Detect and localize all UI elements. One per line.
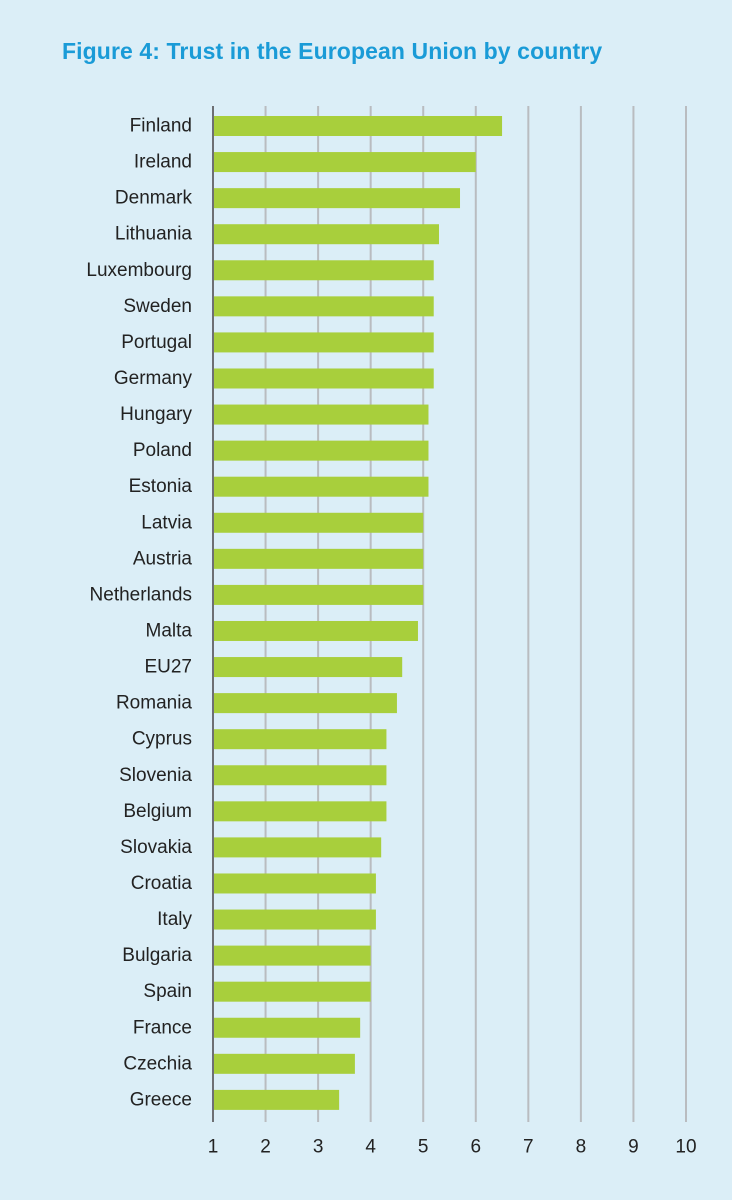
bar-latvia: [213, 512, 424, 533]
category-label-austria: Austria: [133, 548, 193, 569]
x-tick-label-9: 9: [628, 1137, 639, 1158]
bar-luxembourg: [213, 260, 434, 281]
bar-romania: [213, 693, 397, 714]
category-label-poland: Poland: [133, 440, 192, 461]
category-label-latvia: Latvia: [141, 512, 192, 533]
category-label-belgium: Belgium: [123, 801, 192, 822]
bar-spain: [213, 981, 371, 1002]
chart-title: Figure 4: Trust in the European Union by…: [62, 38, 603, 64]
bar-sweden: [213, 296, 434, 317]
bars: [213, 116, 503, 1110]
category-label-lithuania: Lithuania: [115, 224, 193, 245]
x-tick-label-7: 7: [523, 1137, 534, 1158]
bar-denmark: [213, 188, 461, 209]
x-tick-label-6: 6: [470, 1137, 481, 1158]
gridlines: [264, 106, 687, 1122]
bar-germany: [213, 368, 434, 389]
bar-belgium: [213, 801, 387, 822]
bar-malta: [213, 620, 418, 641]
x-tick-label-8: 8: [576, 1137, 587, 1158]
category-label-slovenia: Slovenia: [119, 765, 192, 786]
bar-poland: [213, 440, 429, 461]
bar-bulgaria: [213, 945, 371, 966]
category-label-denmark: Denmark: [115, 188, 193, 209]
bar-czechia: [213, 1053, 355, 1074]
bar-hungary: [213, 404, 429, 425]
bar-slovakia: [213, 837, 382, 858]
category-label-sweden: Sweden: [123, 296, 192, 317]
category-label-germany: Germany: [114, 368, 193, 389]
category-label-netherlands: Netherlands: [90, 584, 192, 605]
category-label-czechia: Czechia: [123, 1053, 192, 1074]
bar-lithuania: [213, 224, 439, 245]
category-label-bulgaria: Bulgaria: [122, 945, 192, 966]
category-label-croatia: Croatia: [131, 873, 193, 894]
category-label-ireland: Ireland: [134, 152, 192, 173]
category-label-france: France: [133, 1017, 192, 1038]
x-tick-label-10: 10: [675, 1137, 696, 1158]
bar-cyprus: [213, 729, 387, 750]
category-label-hungary: Hungary: [120, 404, 192, 425]
category-label-estonia: Estonia: [129, 476, 193, 497]
category-label-luxembourg: Luxembourg: [86, 260, 192, 281]
category-label-finland: Finland: [130, 116, 192, 137]
category-labels: Finland Ireland Denmark Lithuania Luxembourg…: [86, 116, 192, 1111]
category-label-spain: Spain: [143, 981, 192, 1002]
category-label-cyprus: Cyprus: [132, 729, 192, 750]
bar-ireland: [213, 152, 476, 173]
bar-portugal: [213, 332, 434, 353]
bar-estonia: [213, 476, 429, 497]
bar-greece: [213, 1089, 340, 1110]
bar-france: [213, 1017, 361, 1038]
bar-slovenia: [213, 765, 387, 786]
bar-eu27: [213, 657, 403, 678]
bar-finland: [213, 116, 503, 136]
category-label-greece: Greece: [130, 1089, 192, 1110]
bar-austria: [213, 548, 424, 569]
category-label-italy: Italy: [157, 909, 192, 930]
category-label-malta: Malta: [146, 620, 193, 641]
bar-italy: [213, 909, 376, 930]
x-tick-label-1: 1: [208, 1137, 219, 1158]
category-label-eu27: EU27: [144, 657, 192, 678]
x-tick-label-3: 3: [313, 1137, 324, 1158]
bar-croatia: [213, 873, 376, 894]
bar-netherlands: [213, 584, 424, 605]
category-label-slovakia: Slovakia: [120, 837, 192, 858]
x-tick-label-4: 4: [365, 1137, 376, 1158]
x-tick-label-5: 5: [418, 1137, 429, 1158]
category-label-portugal: Portugal: [121, 332, 192, 353]
x-tick-labels: 1 2 3 4 5 6 7 8 9 10: [208, 1137, 697, 1158]
x-tick-label-2: 2: [260, 1137, 271, 1158]
category-label-romania: Romania: [116, 693, 192, 714]
